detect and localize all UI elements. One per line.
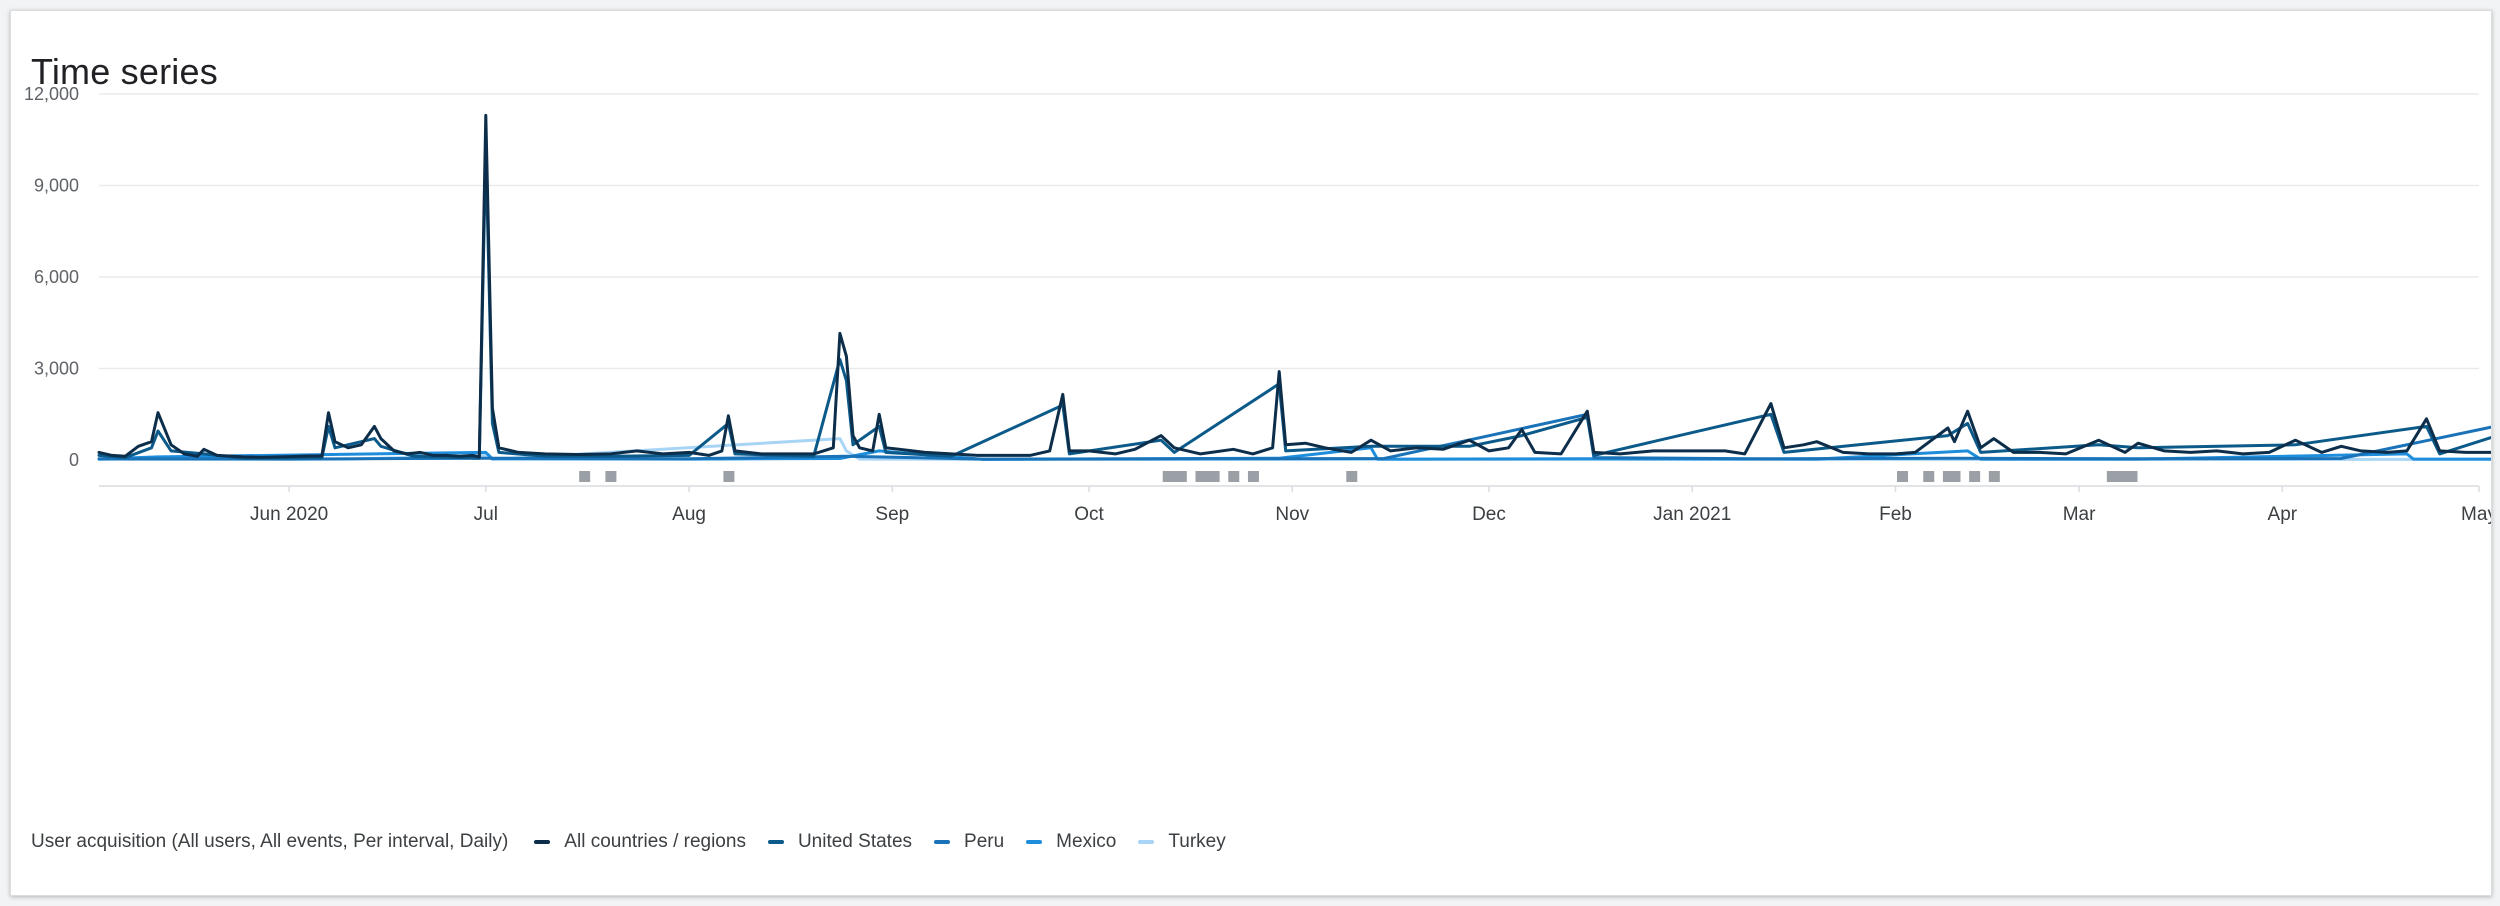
anomaly-marker[interactable] xyxy=(1923,471,1935,482)
anomaly-marker[interactable] xyxy=(1228,471,1240,482)
y-tick-label: 3,000 xyxy=(34,359,79,379)
legend-item[interactable]: United States xyxy=(767,831,913,853)
legend-item[interactable]: All countries / regions xyxy=(534,831,746,853)
legend-item[interactable]: Turkey xyxy=(1138,831,1226,853)
x-tick-label: May xyxy=(2461,504,2491,525)
x-tick-label: Dec xyxy=(1472,504,1506,525)
legend-swatch-icon xyxy=(1026,840,1043,844)
x-tick-label: Jun 2020 xyxy=(250,504,328,525)
anomaly-markers xyxy=(579,471,2138,482)
y-axis-ticks: 0 3,000 6,000 9,000 12,000 xyxy=(24,84,79,470)
legend-item[interactable]: Peru xyxy=(934,831,1004,853)
anomaly-marker[interactable] xyxy=(1175,471,1187,482)
legend-metric-label: User acquisition (All users, All events,… xyxy=(31,831,509,852)
anomaly-marker[interactable] xyxy=(1208,471,1220,482)
anomaly-marker[interactable] xyxy=(2106,471,2118,482)
x-axis: Jun 2020 Jul Aug Sep Oct Nov Dec Jan 2021 Feb Mar… xyxy=(99,485,2491,525)
x-tick-label: Feb xyxy=(1879,504,1912,525)
anomaly-marker[interactable] xyxy=(1169,471,1181,482)
x-tick-label: Oct xyxy=(1074,504,1104,525)
time-series-card: Time series 0 3,000 6,000 9,000 12,000 Jun 2… xyxy=(10,10,2492,896)
anomaly-marker[interactable] xyxy=(2113,471,2125,482)
series-line-all-countries-regions[interactable] xyxy=(97,113,2491,459)
y-tick-label: 6,000 xyxy=(34,267,79,287)
legend-swatch-icon xyxy=(934,840,951,844)
anomaly-marker[interactable] xyxy=(1942,471,1954,482)
legend-item-label: All countries / regions xyxy=(564,831,746,852)
legend-item-label: Peru xyxy=(964,831,1005,852)
x-tick-label: Apr xyxy=(2268,504,2298,525)
anomaly-marker[interactable] xyxy=(1247,471,1259,482)
y-tick-label: 12,000 xyxy=(24,84,79,104)
anomaly-marker[interactable] xyxy=(1969,471,1981,482)
legend-item-label: Turkey xyxy=(1168,831,1226,852)
legend-swatch-icon xyxy=(767,840,784,844)
chart-legend: User acquisition (All users, All events,… xyxy=(31,827,1248,857)
series-lines xyxy=(97,113,2491,461)
anomaly-marker[interactable] xyxy=(1162,471,1174,482)
anomaly-marker[interactable] xyxy=(2119,471,2131,482)
anomaly-marker[interactable] xyxy=(605,471,617,482)
x-tick-label: Jan 2021 xyxy=(1653,504,1731,525)
anomaly-marker[interactable] xyxy=(723,471,735,482)
anomaly-marker[interactable] xyxy=(1202,471,1214,482)
legend-item-label: Mexico xyxy=(1056,831,1117,852)
legend-item[interactable]: Mexico xyxy=(1026,831,1116,853)
x-tick-label: Aug xyxy=(672,504,706,525)
anomaly-marker[interactable] xyxy=(1897,471,1909,482)
anomaly-marker[interactable] xyxy=(2126,471,2138,482)
x-tick-label: Mar xyxy=(2063,504,2096,525)
y-tick-label: 0 xyxy=(69,450,79,470)
legend-swatch-icon xyxy=(534,840,551,844)
legend-swatch-icon xyxy=(1138,840,1155,844)
y-tick-label: 9,000 xyxy=(34,176,79,196)
anomaly-marker[interactable] xyxy=(579,471,591,482)
legend-item-label: United States xyxy=(797,831,913,852)
anomaly-marker[interactable] xyxy=(1949,471,1961,482)
anomaly-marker[interactable] xyxy=(1346,471,1358,482)
anomaly-marker[interactable] xyxy=(1195,471,1207,482)
time-series-chart[interactable]: 0 3,000 6,000 9,000 12,000 Jun 2020 Jul Aug Sep… xyxy=(11,11,2491,811)
x-tick-label: Nov xyxy=(1275,504,1309,525)
x-tick-label: Jul xyxy=(474,504,498,525)
x-tick-label: Sep xyxy=(875,504,909,525)
series-line-united-states[interactable] xyxy=(97,144,2491,460)
card-title: Time series xyxy=(31,51,218,92)
grid-lines xyxy=(99,93,2479,370)
anomaly-marker[interactable] xyxy=(1988,471,2000,482)
